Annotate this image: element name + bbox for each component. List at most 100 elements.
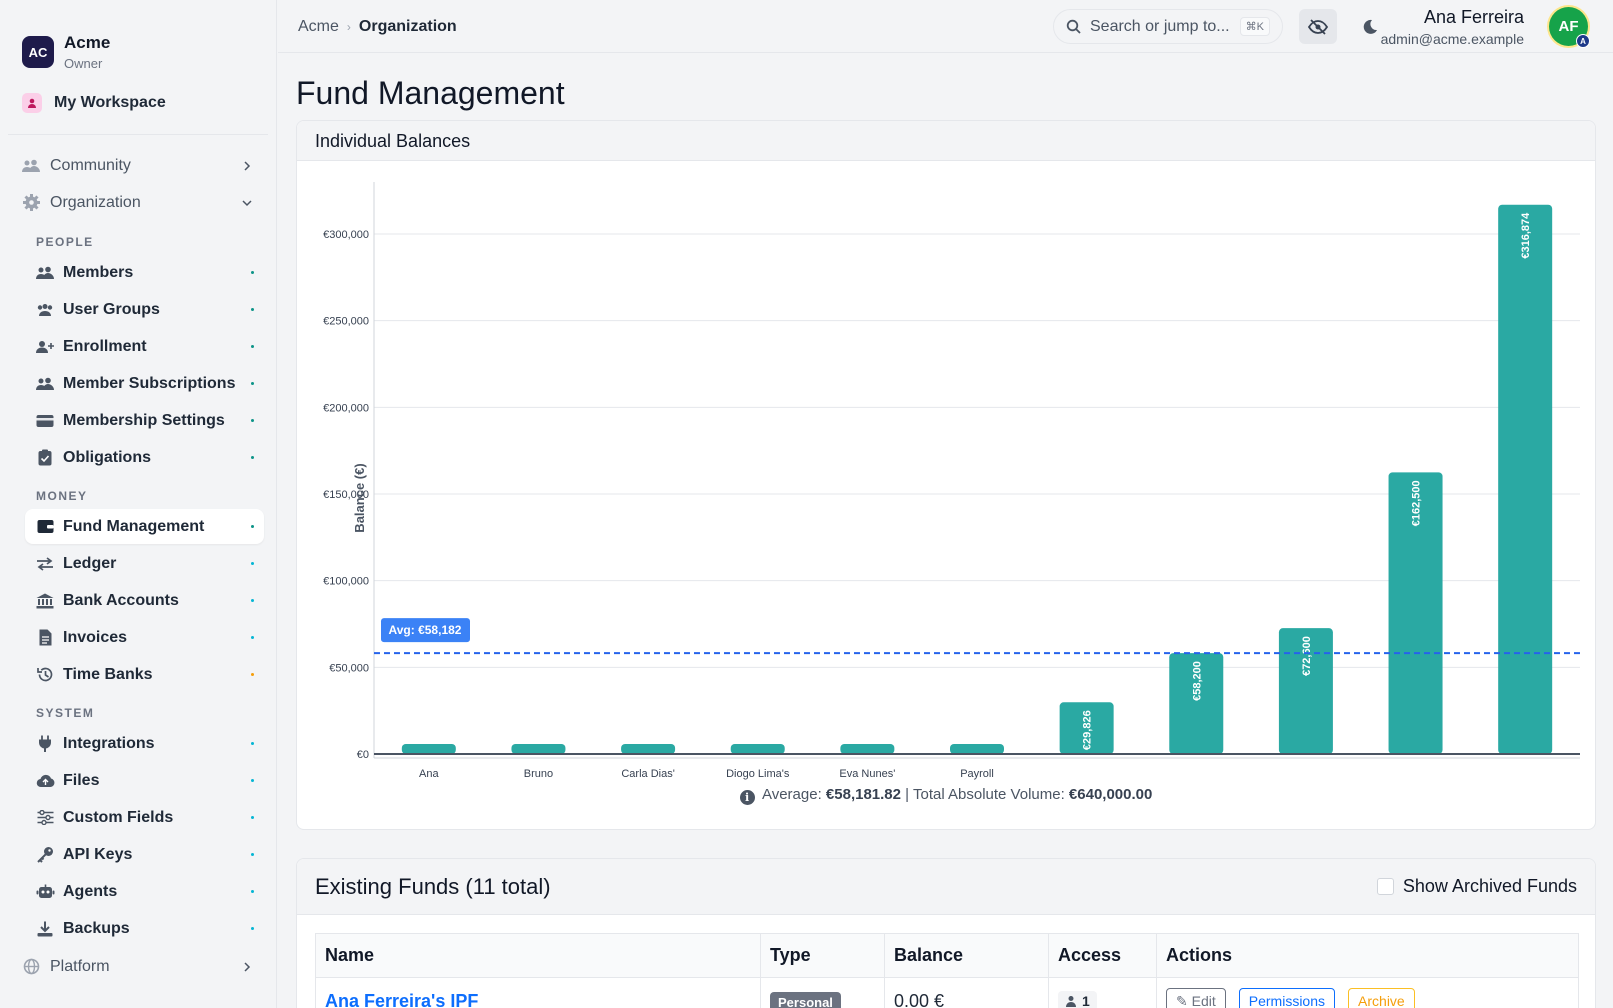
- search-input[interactable]: Search or jump to... ⌘K: [1053, 9, 1283, 44]
- column-header-name[interactable]: Name: [315, 933, 761, 978]
- show-archived-checkbox[interactable]: [1376, 878, 1394, 895]
- users-icon: [35, 374, 55, 394]
- funds-table: Name Type Balance Access Actions Ana Fer…: [315, 933, 1579, 1008]
- user-name: Ana Ferreira: [1423, 7, 1524, 27]
- column-header-balance[interactable]: Balance: [884, 933, 1049, 978]
- edit-button-label: Edit: [1191, 993, 1216, 1008]
- nav-group-community[interactable]: Community: [0, 147, 276, 184]
- user-plus-icon: [35, 337, 55, 357]
- wallet-icon: [35, 517, 55, 537]
- sidebar-item-label: Ledger: [63, 554, 117, 572]
- x-tick-label: Operating: [1501, 781, 1549, 782]
- chevron-right-icon: [244, 961, 251, 972]
- table-row: Ana Ferreira's IPF Personal 0.00 € 1 ✎ E…: [315, 977, 1579, 1008]
- status-dot: [251, 308, 254, 311]
- search-placeholder: Search or jump to...: [1090, 17, 1230, 35]
- average-badge: [381, 618, 470, 643]
- sidebar-item-obligations[interactable]: Obligations: [25, 440, 264, 475]
- y-tick-label: €300,000: [323, 229, 369, 241]
- archive-button[interactable]: Archive: [1348, 988, 1415, 1008]
- edit-button[interactable]: ✎ Edit: [1166, 988, 1226, 1008]
- sidebar-item-member-subscriptions[interactable]: Member Subscriptions: [25, 366, 264, 401]
- sidebar-item-label: Agents: [63, 882, 118, 900]
- sidebar-item-invoices[interactable]: Invoices: [25, 620, 264, 655]
- chart-bar: [840, 744, 895, 754]
- sidebar-item-members[interactable]: Members: [25, 255, 264, 290]
- x-tick-label: Diogo Lima's: [726, 768, 790, 780]
- summary-separator: |: [905, 786, 910, 803]
- chevron-down-icon: [242, 199, 252, 206]
- community-icon: [22, 157, 40, 175]
- x-tick-label: Carla Dias': [621, 768, 674, 780]
- page-title: Fund Management: [296, 75, 565, 111]
- card-icon: [35, 411, 55, 431]
- download-icon: [35, 919, 55, 939]
- nav-group-label: Organization: [50, 193, 141, 211]
- y-tick-label: €250,000: [323, 316, 369, 328]
- sidebar-item-api-keys[interactable]: API Keys: [25, 837, 264, 872]
- user-menu[interactable]: Ana Ferreira admin@acme.example: [1381, 7, 1524, 47]
- invoice-icon: [35, 628, 55, 648]
- breadcrumb-root[interactable]: Acme: [298, 18, 339, 35]
- x-tick-label: Ferreira's IPF: [396, 781, 463, 782]
- theme-toggle-button[interactable]: [1352, 9, 1387, 44]
- column-header-access: Access: [1048, 933, 1157, 978]
- sidebar-item-enrollment[interactable]: Enrollment: [25, 329, 264, 364]
- show-archived-toggle[interactable]: Show Archived Funds: [1376, 876, 1577, 897]
- cloud-icon: [35, 771, 55, 791]
- sidebar-item-custom-fields[interactable]: Custom Fields: [25, 800, 264, 835]
- org-name: Acme: [64, 33, 111, 52]
- status-dot: [251, 816, 254, 819]
- breadcrumb-separator-icon: ›: [346, 20, 351, 34]
- user-email: admin@acme.example: [1380, 31, 1524, 47]
- sidebar-item-bank-accounts[interactable]: Bank Accounts: [25, 583, 264, 618]
- sidebar-divider: [8, 134, 268, 135]
- key-icon: [35, 845, 55, 865]
- chart-bar: [950, 744, 1004, 754]
- fund-access-count[interactable]: 1: [1058, 991, 1097, 1008]
- nav-group-organization[interactable]: Organization: [0, 184, 276, 221]
- x-tick-label: Bruno: [524, 768, 553, 780]
- nav-group-platform[interactable]: Platform: [0, 948, 276, 985]
- chart-bar: [401, 744, 456, 754]
- sidebar-item-fund-management[interactable]: Fund Management: [25, 509, 264, 544]
- chevron-right-icon: [244, 160, 251, 171]
- globe-icon: [22, 958, 40, 976]
- chart-bar: [1169, 653, 1224, 754]
- org-switcher[interactable]: AC Acme Owner: [0, 0, 276, 80]
- exchange-icon: [35, 554, 55, 574]
- user-group-icon: [35, 300, 55, 320]
- status-dot: [251, 345, 254, 348]
- x-tick-label: Payroll: [1289, 781, 1323, 782]
- sidebar-item-integrations[interactable]: Integrations: [25, 726, 264, 761]
- bar-data-label: €316,874: [1520, 212, 1532, 259]
- sidebar-item-agents[interactable]: Agents: [25, 874, 264, 909]
- sidebar-item-label: Custom Fields: [63, 808, 174, 826]
- x-tick-label: Eva Nunes': [839, 768, 895, 780]
- privacy-toggle-button[interactable]: [1299, 9, 1337, 44]
- sidebar-item-label: Integrations: [63, 734, 155, 752]
- status-dot: [251, 456, 254, 459]
- sidebar-item-files[interactable]: Files: [25, 763, 264, 798]
- column-header-type[interactable]: Type: [760, 933, 885, 978]
- sidebar-item-label: API Keys: [63, 845, 133, 863]
- sidebar-item-membership-settings[interactable]: Membership Settings: [25, 403, 264, 438]
- nav-group-label: Community: [50, 156, 131, 174]
- fund-type-badge: Personal: [770, 991, 841, 1008]
- sidebar-item-user-groups[interactable]: User Groups: [25, 292, 264, 327]
- gear-icon: [22, 194, 40, 212]
- permissions-button[interactable]: Permissions: [1238, 988, 1336, 1008]
- sidebar: AC Acme Owner My Workspace Community Org…: [0, 0, 277, 1008]
- chart-bar: [1498, 204, 1553, 755]
- fund-name-link[interactable]: Ana Ferreira's IPF: [325, 991, 479, 1008]
- status-dot: [251, 779, 254, 782]
- nav-section-title: MONEY: [36, 489, 88, 503]
- chart-bar: [511, 744, 566, 754]
- my-workspace-link[interactable]: My Workspace: [0, 80, 276, 126]
- sidebar-item-backups[interactable]: Backups: [25, 911, 264, 946]
- sidebar-item-time-banks[interactable]: Time Banks: [25, 657, 264, 692]
- sidebar-item-ledger[interactable]: Ledger: [25, 546, 264, 581]
- sidebar-item-label: Files: [63, 771, 100, 789]
- admin-badge: A: [1576, 34, 1590, 48]
- edit-icon: ✎: [1176, 993, 1192, 1008]
